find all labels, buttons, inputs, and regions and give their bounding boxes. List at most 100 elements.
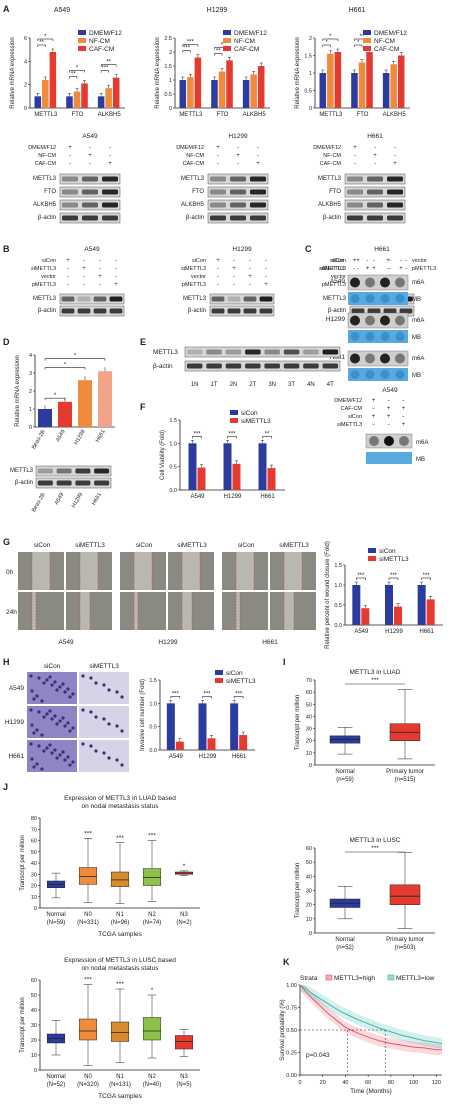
sig-label: * [183, 863, 186, 870]
blot-band [62, 176, 78, 182]
mb-spot [395, 332, 405, 341]
sign-mark: - [217, 274, 219, 280]
sig-label: ** [265, 431, 270, 437]
x-tick-label: METTL3 [179, 112, 203, 118]
y-tick-label: 10 [306, 751, 312, 757]
blot-strip [209, 293, 275, 305]
y-tick-label: 1.0 [169, 441, 177, 447]
blot-strip [209, 305, 275, 317]
y-axis-label: Cell Viability (Fold) [160, 430, 166, 480]
blot-title: A549 [84, 246, 100, 253]
bar [250, 74, 257, 108]
y-tick-label: 1.5 [304, 54, 312, 60]
blot-band [243, 308, 257, 314]
blot-title: H1299 [232, 246, 252, 253]
blot-label: MB [412, 335, 421, 341]
x-tick-label: A549 [55, 429, 67, 443]
dot-blot-spot [365, 277, 375, 288]
blot-band [109, 308, 123, 314]
bar [105, 88, 112, 108]
sign-mark: - [388, 422, 390, 428]
sign-mark: - [354, 161, 356, 167]
panel-label: D [3, 337, 10, 347]
invading-cell [30, 689, 34, 693]
wound-gap [80, 592, 90, 630]
condition-label: pMETTL3 [322, 282, 346, 288]
x-tick-label: (N=131) [109, 1082, 131, 1088]
y-tick-label: 1.00 [286, 983, 297, 989]
sign-mark: - [389, 266, 391, 272]
y-tick-label: 0.0 [149, 748, 157, 754]
chart-title: on nodal metastasis status [82, 803, 160, 810]
invasion-image [79, 740, 129, 772]
chart-title: on nodal metastasis status [82, 965, 160, 972]
wound-gap [182, 552, 200, 590]
sign-mark: - [217, 282, 219, 288]
sign-mark: - [405, 266, 407, 272]
x-tick-label: (n=515) [395, 777, 416, 783]
dot-blot-strip [347, 274, 409, 291]
x-tick-label: ALKBH5 [243, 112, 267, 118]
blot-title: A549 [82, 133, 98, 140]
sign-mark: + [353, 258, 357, 264]
sign-mark: - [374, 145, 376, 151]
bar [327, 53, 334, 108]
invading-cell [45, 712, 49, 716]
lane-label: 2N [230, 382, 238, 388]
invading-cell [68, 729, 72, 733]
invading-cell [61, 750, 65, 754]
x-tick-label: 120 [432, 1080, 441, 1086]
lane-label: 3N [268, 382, 276, 388]
x-tick-label: 60 [365, 1080, 371, 1086]
invading-cell [107, 722, 111, 726]
cell-line-label: H661 [329, 354, 345, 361]
bar [417, 585, 426, 625]
panel-label: I [283, 657, 286, 667]
sig-label: ** [39, 40, 44, 46]
sign-mark: + [82, 266, 86, 272]
sig-label: *** [148, 833, 156, 840]
invading-cell [53, 680, 57, 684]
sig-label: *** [203, 691, 211, 697]
invading-cell [107, 688, 111, 692]
blot-band [367, 202, 383, 208]
bar [319, 73, 327, 108]
sign-mark: + [216, 258, 220, 264]
dot-blot-spot [395, 277, 405, 288]
bar [112, 77, 120, 108]
y-tick-label: 0.5 [334, 603, 342, 609]
sign-mark: - [389, 258, 391, 264]
x-tick-label: Normal [46, 1074, 65, 1080]
x-tick-label: 40 [342, 1080, 348, 1086]
y-tick-label: 10 [31, 895, 37, 901]
blot-label: m6A [412, 280, 424, 286]
sign-mark: - [115, 258, 117, 264]
bar [78, 380, 92, 427]
legend-label: DMEM/F12 [234, 30, 267, 37]
sig-label: * [44, 34, 47, 40]
x-axis-label: Time (Months) [350, 1088, 392, 1095]
x-tick-label: Normal [335, 769, 354, 775]
band-label: METTL3 [318, 176, 342, 182]
invading-cell [48, 743, 52, 747]
legend-label: DMEM/F12 [89, 30, 122, 37]
lane-label: 1N [191, 382, 199, 388]
cell-line-label: A549 [330, 278, 346, 285]
sign-mark: + [402, 406, 406, 412]
sign-mark: + [114, 282, 118, 288]
blot-band [259, 308, 273, 314]
blot-band [351, 308, 365, 314]
blot-band [210, 202, 226, 208]
panel-label: A [3, 4, 10, 14]
y-tick-label: 1 [29, 407, 32, 413]
invading-cell [58, 753, 62, 757]
x-tick-label: N1 [116, 912, 124, 918]
mb-spot [365, 294, 375, 303]
blot-band [230, 176, 246, 182]
legend-swatch [363, 30, 371, 35]
sign-mark: - [83, 258, 85, 264]
dot-blot-spot [395, 315, 405, 326]
sign-mark: + [372, 414, 376, 420]
mb-spot [395, 370, 405, 379]
blot-band [230, 202, 246, 208]
